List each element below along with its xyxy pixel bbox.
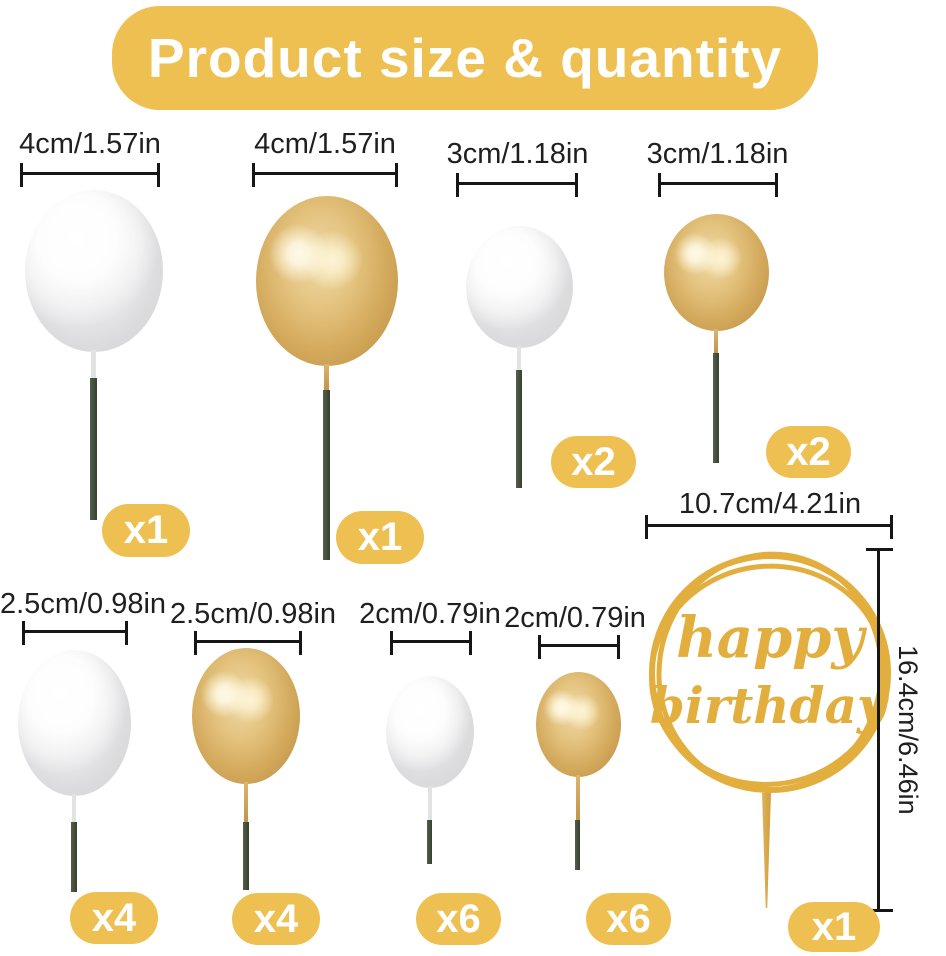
ball-stem bbox=[428, 786, 432, 820]
measure-bracket bbox=[658, 173, 778, 197]
ball-stem bbox=[517, 346, 521, 370]
ball-stem bbox=[576, 775, 580, 820]
quantity-badge: x4 bbox=[70, 892, 158, 944]
ball-stick bbox=[323, 390, 330, 560]
gold-ball bbox=[536, 672, 621, 777]
measure-bracket bbox=[538, 635, 620, 659]
size-label: 4cm/1.57in bbox=[19, 128, 161, 160]
quantity-badge: x6 bbox=[586, 893, 671, 945]
quantity-badge: x4 bbox=[232, 893, 320, 945]
ball-stick bbox=[71, 822, 77, 892]
topper-circle-svg: happy birthday bbox=[649, 551, 891, 793]
size-label: 2cm/0.79in bbox=[504, 602, 646, 634]
ball-stick bbox=[713, 353, 719, 463]
gold-ball bbox=[664, 214, 769, 331]
white-ball bbox=[25, 190, 163, 352]
quantity-badge: x1 bbox=[102, 504, 190, 557]
ball-stem bbox=[244, 782, 248, 822]
ball-stick bbox=[243, 822, 249, 890]
topper-height-bracket bbox=[866, 548, 893, 912]
quantity-badge: x6 bbox=[416, 893, 501, 945]
topper-stick bbox=[762, 793, 771, 908]
size-label: 3cm/1.18in bbox=[446, 138, 589, 170]
page-title: Product size & quantity bbox=[147, 27, 783, 89]
ball-stem bbox=[72, 794, 76, 822]
size-label: 2.5cm/0.98in bbox=[0, 588, 167, 620]
size-label: 2.5cm/0.98in bbox=[170, 598, 337, 630]
measure-bracket bbox=[194, 631, 302, 655]
title-banner: Product size & quantity bbox=[112, 6, 818, 110]
ball-stick bbox=[427, 820, 432, 864]
topper-height-label: 16.4cm/6.46in bbox=[893, 645, 923, 815]
white-ball bbox=[386, 676, 474, 788]
topper-text-birthday: birthday bbox=[650, 676, 889, 735]
size-label: 4cm/1.57in bbox=[254, 128, 396, 160]
ball-stick bbox=[90, 378, 97, 520]
white-ball bbox=[18, 650, 131, 796]
measure-bracket bbox=[22, 621, 128, 645]
ball-stem bbox=[91, 350, 96, 378]
topper-width-bracket bbox=[645, 515, 893, 539]
measure-bracket bbox=[20, 163, 160, 187]
ball-stick bbox=[516, 370, 522, 488]
quantity-badge: x1 bbox=[788, 902, 880, 952]
gold-ball bbox=[256, 196, 398, 366]
topper-width-label: 10.7cm/4.21in bbox=[678, 488, 862, 520]
size-label: 2cm/0.79in bbox=[359, 598, 501, 630]
white-ball bbox=[466, 226, 573, 348]
measure-bracket bbox=[390, 631, 472, 655]
size-label: 3cm/1.18in bbox=[646, 138, 789, 170]
quantity-badge: x2 bbox=[551, 436, 636, 488]
ball-stem bbox=[714, 329, 718, 353]
quantity-badge: x2 bbox=[766, 426, 851, 478]
topper-text-happy: happy bbox=[676, 605, 867, 671]
ball-stem bbox=[324, 364, 329, 390]
gold-ball bbox=[192, 648, 300, 784]
measure-bracket bbox=[456, 173, 578, 197]
measure-bracket bbox=[252, 163, 398, 187]
quantity-badge: x1 bbox=[336, 511, 424, 564]
ball-stick bbox=[575, 820, 580, 870]
